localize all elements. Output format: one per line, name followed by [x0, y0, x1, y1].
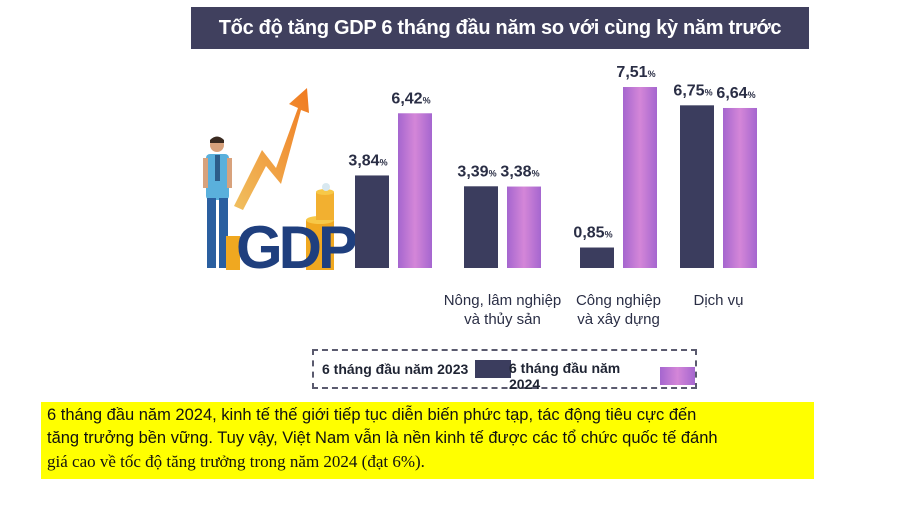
- legend: 6 tháng đầu năm 2023 6 tháng đầu năm 202…: [312, 349, 697, 392]
- coin-stack-icon: [226, 183, 334, 270]
- legend-label-2024: 6 tháng đầu năm 2024: [509, 360, 621, 392]
- gdp-growth-illustration: GDP: [203, 88, 360, 281]
- value-label-dich-vu-2023: 6,75%: [673, 82, 712, 99]
- businessman-icon: [203, 136, 232, 268]
- note-line-1: 6 tháng đầu năm 2024, kinh tế thế giới t…: [47, 406, 697, 424]
- category-label-nong-lam-thuy-san-line2: và thủy sản: [464, 311, 541, 328]
- note-line-3: giá cao về tốc độ tăng trưởng trong năm …: [47, 452, 425, 471]
- category-labels-group: Nông, lâm nghiệp và thủy sản Công nghiệp và…: [444, 292, 744, 328]
- value-labels-group: 3,84% 6,42% 3,39% 3,38% 0,85% 7,51% 6,75% 6,64%: [348, 64, 755, 242]
- category-label-cong-nghiep-xay-dung-line1: Công nghiệp: [576, 292, 661, 309]
- bars-group: [355, 87, 757, 268]
- bar-cong-nghiep-xay-dung-2023: [580, 247, 614, 268]
- bar-nong-lam-thuy-san-2023: [464, 186, 498, 268]
- category-label-dich-vu-line1: Dịch vụ: [693, 292, 743, 309]
- value-label-group-1-2023: 3,84%: [348, 152, 387, 169]
- bar-group-1-2024: [398, 113, 432, 268]
- value-label-cong-nghiep-xay-dung-2024: 7,51%: [616, 64, 655, 81]
- legend-item-2023: 6 tháng đầu năm 2023: [322, 360, 512, 378]
- legend-swatch-2024: [659, 367, 695, 385]
- caption-note: 6 tháng đầu năm 2024, kinh tế thế giới t…: [41, 402, 814, 479]
- bar-dich-vu-2024: [723, 107, 757, 268]
- bar-cong-nghiep-xay-dung-2024: [623, 87, 657, 268]
- bar-nong-lam-thuy-san-2024: [507, 186, 541, 268]
- gdp-letters: GDP: [236, 214, 356, 281]
- legend-label-2023: 6 tháng đầu năm 2023: [322, 361, 469, 377]
- value-label-group-1-2024: 6,42%: [391, 90, 430, 107]
- value-label-cong-nghiep-xay-dung-2023: 0,85%: [573, 225, 612, 242]
- bar-dich-vu-2023: [680, 105, 714, 268]
- legend-swatch-2023: [475, 360, 512, 378]
- category-label-nong-lam-thuy-san-line1: Nông, lâm nghiệp: [444, 292, 562, 309]
- value-label-nong-lam-thuy-san-2023: 3,39%: [457, 163, 496, 180]
- chart-title: Tốc độ tăng GDP 6 tháng đầu năm so với c…: [191, 7, 809, 49]
- value-label-dich-vu-2024: 6,64%: [716, 85, 755, 102]
- legend-item-2024: 6 tháng đầu năm 2024: [509, 360, 695, 392]
- growth-arrow-icon: [234, 88, 309, 210]
- bar-group-1-2023: [355, 175, 389, 268]
- note-line-2: tăng trưởng bền vững. Tuy vậy, Việt Nam …: [47, 429, 718, 447]
- category-label-cong-nghiep-xay-dung-line2: và xây dựng: [577, 311, 660, 328]
- value-label-nong-lam-thuy-san-2024: 3,38%: [500, 164, 539, 181]
